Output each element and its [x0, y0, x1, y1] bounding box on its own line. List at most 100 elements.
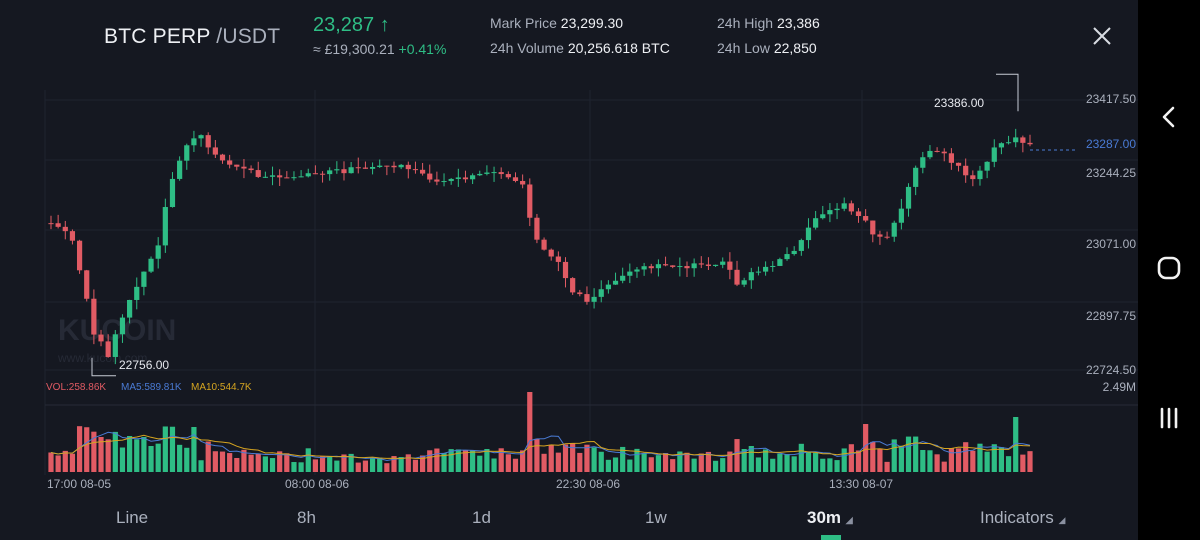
candle-body	[105, 341, 111, 357]
volume-bar	[734, 439, 740, 472]
recents-button[interactable]	[1138, 398, 1200, 438]
price-tick: 22897.75	[1085, 309, 1136, 323]
candle-body	[555, 256, 561, 262]
volume-bar	[627, 459, 633, 472]
candle-body	[527, 184, 533, 218]
candle-body	[498, 172, 504, 175]
tab-1d[interactable]: 1d	[472, 508, 491, 527]
candle-body	[262, 176, 268, 178]
candle-body	[127, 299, 133, 318]
mark-price-label: Mark Price	[490, 15, 557, 31]
candle-body	[562, 261, 569, 279]
volume-bar	[169, 426, 176, 472]
volume-bars	[48, 392, 1033, 472]
candle-body	[269, 175, 276, 177]
candle-body	[284, 177, 290, 179]
candle-body	[841, 203, 847, 209]
volume-bar	[455, 449, 461, 472]
mark-price: Mark Price 23,299.30	[490, 15, 623, 31]
candle-body	[148, 258, 154, 272]
system-navigation-bar	[1138, 0, 1200, 540]
candle-body	[462, 177, 469, 180]
candle-body	[112, 334, 118, 357]
candle-body	[384, 165, 390, 167]
tab-8h[interactable]: 8h	[297, 508, 316, 527]
candle-body	[155, 245, 161, 259]
volume-bar	[541, 453, 547, 472]
candle-body	[834, 208, 840, 211]
volume-bar	[727, 451, 733, 472]
volume-bar	[770, 458, 776, 472]
tab-1w[interactable]: 1w	[645, 508, 667, 527]
candle-body	[741, 280, 747, 285]
volume-bar	[76, 426, 83, 472]
candle-body	[391, 165, 397, 168]
candle-body	[62, 226, 68, 232]
home-icon	[1157, 256, 1181, 280]
volume-bar	[555, 452, 561, 472]
volume-bar	[991, 444, 997, 472]
volume-bar	[412, 459, 419, 472]
home-button[interactable]	[1138, 248, 1200, 288]
tab-indicators[interactable]: Indicators ◢	[980, 508, 1065, 528]
candle-body	[427, 173, 433, 180]
volume-bar	[391, 456, 397, 472]
candle-body	[512, 177, 519, 181]
price-tick: 23071.00	[1085, 237, 1136, 251]
candle-body	[520, 180, 526, 185]
low-price-marker: 22756.00	[119, 358, 170, 372]
candle-body	[162, 207, 168, 246]
volume-bar	[920, 449, 926, 472]
tab-30m[interactable]: 30m ◢	[807, 508, 853, 528]
candle-body	[362, 167, 369, 169]
volume-bar	[662, 453, 669, 472]
active-tab-indicator	[821, 535, 841, 540]
change-percent: +0.41%	[398, 41, 447, 57]
volume-bar	[112, 431, 118, 472]
volume-max-tick: 2.49M	[1102, 380, 1136, 394]
volume-bar	[941, 461, 947, 472]
volume-bar	[241, 449, 247, 472]
volume-bar	[441, 452, 447, 472]
dropdown-corner-icon: ◢	[1058, 515, 1066, 525]
volume-bar	[491, 458, 497, 472]
volume-bar	[648, 457, 654, 472]
volume-bar	[605, 459, 611, 472]
tab-line[interactable]: Line	[116, 508, 149, 527]
volume-bar	[777, 453, 783, 472]
volume-24h-value: 20,256.618 BTC	[567, 40, 670, 56]
volume-bar	[119, 447, 126, 472]
candle-body	[405, 164, 411, 170]
candle-body	[448, 178, 454, 182]
candle-body	[76, 240, 83, 271]
candle-body	[291, 177, 297, 179]
candle-body	[470, 175, 476, 180]
candle-body	[620, 275, 626, 281]
candle-body	[305, 173, 311, 177]
candle-body	[612, 280, 619, 285]
ma-lines	[50, 431, 1031, 462]
volume-bar	[884, 461, 890, 472]
volume-bar	[69, 453, 76, 472]
back-button[interactable]	[1138, 97, 1200, 137]
candle-body	[855, 211, 862, 217]
volume-bar	[227, 453, 233, 472]
volume-bar	[505, 454, 511, 472]
volume-bar	[898, 445, 904, 472]
candle-body	[991, 147, 997, 162]
volume-bar	[470, 450, 476, 472]
close-button[interactable]	[1088, 22, 1116, 50]
volume-bar	[384, 463, 390, 472]
chart-grid	[44, 90, 1138, 475]
high-price-marker: 23386.00	[934, 96, 985, 110]
tab-indicators-label: Indicators	[980, 508, 1054, 527]
volume-bar	[177, 444, 183, 472]
high-marker-line	[996, 73, 1019, 112]
candle-body	[605, 284, 611, 290]
candle-body	[820, 214, 826, 219]
candle-body	[641, 266, 647, 270]
volume-bar	[720, 458, 726, 472]
volume-bar	[148, 445, 154, 472]
volume-bar	[348, 453, 354, 472]
